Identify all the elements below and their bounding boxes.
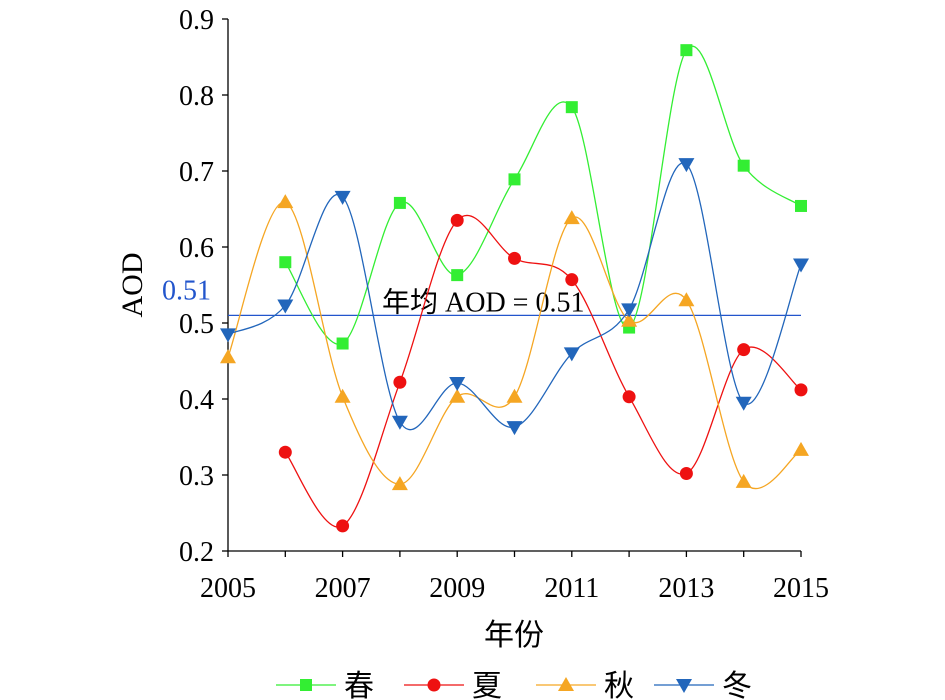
legend-marker: [676, 679, 692, 693]
axes: 0.2 0.3 0.4 0.5 0.6 0.7 0.8 0.9 2005 2007 2009 2011…: [179, 5, 829, 604]
x-tick-label: 2015: [773, 573, 829, 604]
data-point: [563, 347, 580, 362]
series-3: [220, 194, 809, 491]
x-tick-label: 2013: [658, 573, 714, 604]
reference-line-group: 0.51 年均 AOD = 0.51: [162, 275, 801, 318]
reference-value-label: 0.51: [162, 275, 211, 306]
data-point: [622, 390, 636, 404]
data-point: [450, 213, 464, 227]
data-point: [735, 473, 752, 488]
data-point: [451, 269, 464, 282]
data-point: [793, 258, 809, 273]
data-point: [220, 328, 236, 343]
data-point: [334, 190, 351, 205]
x-tick-label: 2009: [429, 573, 485, 604]
data-point: [279, 256, 292, 269]
data-point: [680, 44, 693, 57]
data-point: [735, 396, 752, 411]
data-point: [277, 194, 294, 209]
data-point: [795, 199, 807, 212]
data-point: [391, 415, 408, 430]
data-point: [220, 349, 236, 364]
legend-label: 冬: [722, 670, 752, 700]
x-tick-label: 2005: [200, 573, 256, 604]
data-point: [621, 303, 638, 318]
y-tick-label: 0.7: [179, 157, 214, 188]
x-tick-label: 2011: [544, 573, 599, 604]
data-point: [277, 299, 294, 314]
y-tick-label: 0.3: [179, 461, 214, 492]
series-2: [278, 213, 808, 533]
legend-marker: [300, 679, 312, 691]
data-point: [393, 375, 407, 389]
x-axis-title: 年份: [484, 619, 544, 652]
legend-item-4: 冬: [654, 670, 752, 700]
data-point: [737, 343, 751, 357]
data-point: [565, 101, 578, 114]
y-axis-title: AOD: [116, 253, 149, 318]
data-point: [793, 441, 809, 456]
legend-marker: [427, 678, 441, 692]
data-point: [679, 466, 693, 480]
data-point: [449, 377, 466, 392]
y-tick-label: 0.2: [179, 537, 214, 568]
data-point: [336, 337, 349, 350]
series-line: [227, 201, 802, 490]
data-point: [508, 173, 521, 186]
data-point: [621, 312, 638, 327]
legend-item-1: 春: [276, 670, 374, 700]
data-point: [737, 159, 750, 172]
data-point: [393, 196, 406, 209]
legend-label: 秋: [604, 670, 634, 700]
data-point: [391, 476, 408, 491]
legend-marker: [558, 677, 574, 691]
data-point: [565, 273, 579, 287]
legend: 春夏秋冬: [276, 670, 752, 700]
series-1: [279, 44, 807, 350]
series-group: [220, 44, 809, 533]
y-tick-label: 0.4: [179, 385, 214, 416]
y-tick-label: 0.8: [179, 81, 214, 112]
data-point: [449, 388, 466, 403]
data-point: [336, 519, 350, 533]
y-tick-label: 0.5: [179, 309, 214, 340]
x-tick-label: 2007: [315, 573, 371, 604]
series-line: [284, 214, 802, 528]
data-point: [508, 251, 521, 265]
data-point: [506, 421, 523, 436]
data-point: [678, 292, 695, 307]
legend-label: 夏: [472, 670, 502, 700]
legend-item-3: 秋: [536, 670, 634, 700]
data-point: [563, 210, 580, 225]
legend-label: 春: [344, 670, 374, 700]
data-point: [278, 445, 292, 459]
mean-annotation: 年均 AOD = 0.51: [382, 286, 584, 318]
data-point: [334, 388, 351, 403]
data-point: [506, 388, 523, 403]
y-tick-label: 0.9: [179, 5, 214, 36]
data-point: [794, 383, 808, 397]
data-point: [678, 158, 695, 173]
legend-item-2: 夏: [404, 670, 502, 700]
y-tick-label: 0.6: [179, 233, 214, 264]
series-4: [220, 158, 809, 436]
